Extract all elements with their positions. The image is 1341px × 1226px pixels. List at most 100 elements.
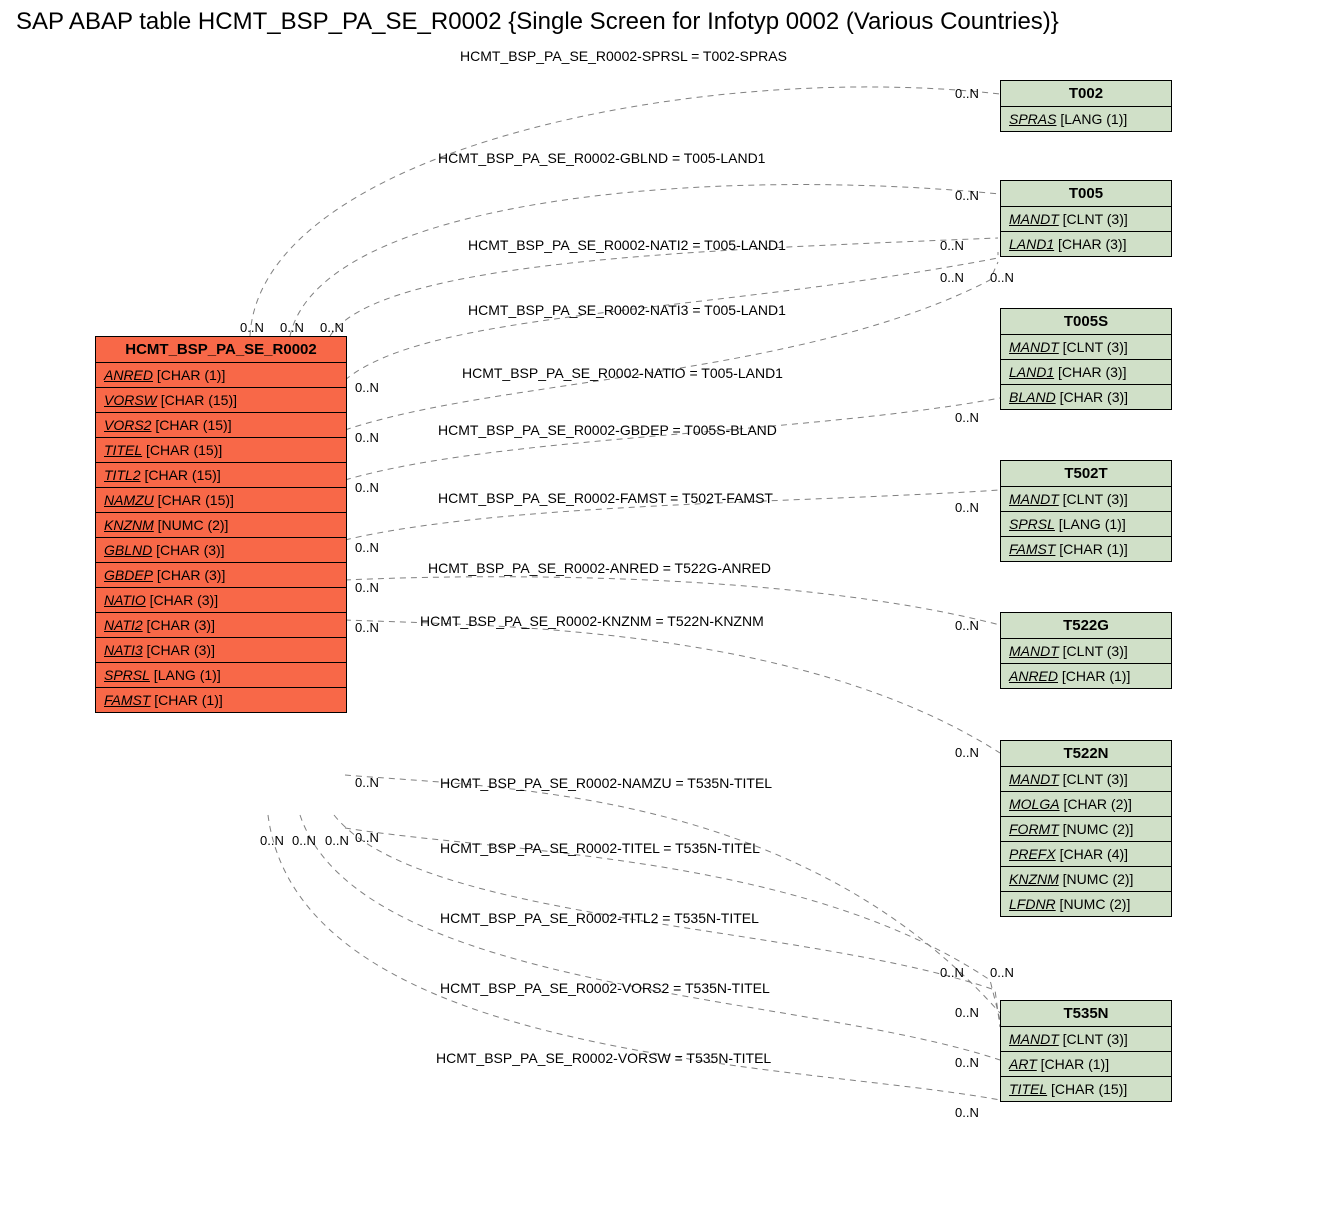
field-name: NATIO bbox=[104, 592, 146, 608]
table-row: GBDEP [CHAR (3)] bbox=[96, 563, 346, 588]
cardinality-tgt: 0..N bbox=[955, 1055, 979, 1070]
table-row: GBLND [CHAR (3)] bbox=[96, 538, 346, 563]
cardinality-src: 0..N bbox=[320, 320, 344, 335]
relation-label: HCMT_BSP_PA_SE_R0002-KNZNM = T522N-KNZNM bbox=[420, 613, 764, 629]
cardinality-src: 0..N bbox=[355, 580, 379, 595]
cardinality-src: 0..N bbox=[355, 480, 379, 495]
table-row: LAND1 [CHAR (3)] bbox=[1001, 232, 1171, 256]
field-name: MANDT bbox=[1009, 491, 1059, 507]
cardinality-src: 0..N bbox=[355, 540, 379, 555]
cardinality-tgt: 0..N bbox=[955, 1105, 979, 1120]
relation-edge bbox=[250, 87, 1000, 336]
table-row: MANDT [CLNT (3)] bbox=[1001, 487, 1171, 512]
cardinality-src: 0..N bbox=[355, 830, 379, 845]
page-title: SAP ABAP table HCMT_BSP_PA_SE_R0002 {Sin… bbox=[16, 8, 1059, 36]
table-row: TITEL [CHAR (15)] bbox=[96, 438, 346, 463]
table-header: T002 bbox=[1001, 81, 1171, 107]
field-name: KNZNM bbox=[104, 517, 154, 533]
table-row: MANDT [CLNT (3)] bbox=[1001, 767, 1171, 792]
table-row: SPRSL [LANG (1)] bbox=[96, 663, 346, 688]
field-name: ART bbox=[1009, 1056, 1037, 1072]
field-name: SPRSL bbox=[1009, 516, 1055, 532]
table-row: FAMST [CHAR (1)] bbox=[96, 688, 346, 712]
relation-edge bbox=[345, 262, 998, 430]
cardinality-tgt: 0..N bbox=[955, 1005, 979, 1020]
cardinality-src: 0..N bbox=[260, 833, 284, 848]
table-row: KNZNM [NUMC (2)] bbox=[96, 513, 346, 538]
cardinality-src: 0..N bbox=[355, 430, 379, 445]
cardinality-tgt: 0..N bbox=[940, 965, 964, 980]
field-name: PREFX bbox=[1009, 846, 1056, 862]
table-row: FAMST [CHAR (1)] bbox=[1001, 537, 1171, 561]
field-name: LAND1 bbox=[1009, 364, 1054, 380]
table-row: MOLGA [CHAR (2)] bbox=[1001, 792, 1171, 817]
table-row: BLAND [CHAR (3)] bbox=[1001, 385, 1171, 409]
table-T522G: T522GMANDT [CLNT (3)]ANRED [CHAR (1)] bbox=[1000, 612, 1172, 689]
field-name: SPRSL bbox=[104, 667, 150, 683]
cardinality-tgt: 0..N bbox=[955, 86, 979, 101]
relation-label: HCMT_BSP_PA_SE_R0002-GBLND = T005-LAND1 bbox=[438, 150, 765, 166]
field-name: KNZNM bbox=[1009, 871, 1059, 887]
table-row: PREFX [CHAR (4)] bbox=[1001, 842, 1171, 867]
cardinality-src: 0..N bbox=[355, 620, 379, 635]
cardinality-tgt: 0..N bbox=[955, 500, 979, 515]
field-name: MANDT bbox=[1009, 643, 1059, 659]
field-name: TITL2 bbox=[104, 467, 141, 483]
relation-label: HCMT_BSP_PA_SE_R0002-VORSW = T535N-TITEL bbox=[436, 1050, 771, 1066]
field-name: MANDT bbox=[1009, 339, 1059, 355]
field-name: LFDNR bbox=[1009, 896, 1056, 912]
cardinality-src: 0..N bbox=[355, 775, 379, 790]
relation-label: HCMT_BSP_PA_SE_R0002-SPRSL = T002-SPRAS bbox=[460, 48, 787, 64]
table-T005S: T005SMANDT [CLNT (3)]LAND1 [CHAR (3)]BLA… bbox=[1000, 308, 1172, 410]
table-HCMT_BSP_PA_SE_R0002: HCMT_BSP_PA_SE_R0002ANRED [CHAR (1)]VORS… bbox=[95, 336, 347, 713]
table-row: LFDNR [NUMC (2)] bbox=[1001, 892, 1171, 916]
field-name: MANDT bbox=[1009, 771, 1059, 787]
table-row: KNZNM [NUMC (2)] bbox=[1001, 867, 1171, 892]
field-name: VORS2 bbox=[104, 417, 151, 433]
table-row: SPRSL [LANG (1)] bbox=[1001, 512, 1171, 537]
cardinality-src: 0..N bbox=[292, 833, 316, 848]
table-row: TITL2 [CHAR (15)] bbox=[96, 463, 346, 488]
table-header: T522G bbox=[1001, 613, 1171, 639]
field-name: BLAND bbox=[1009, 389, 1056, 405]
table-row: MANDT [CLNT (3)] bbox=[1001, 1027, 1171, 1052]
field-name: FAMST bbox=[1009, 541, 1055, 557]
field-name: GBLND bbox=[104, 542, 152, 558]
cardinality-tgt: 0..N bbox=[940, 238, 964, 253]
field-name: FAMST bbox=[104, 692, 150, 708]
field-name: NAMZU bbox=[104, 492, 154, 508]
table-row: NATI2 [CHAR (3)] bbox=[96, 613, 346, 638]
cardinality-tgt: 0..N bbox=[990, 270, 1014, 285]
cardinality-tgt: 0..N bbox=[940, 270, 964, 285]
table-header: T005S bbox=[1001, 309, 1171, 335]
table-T002: T002SPRAS [LANG (1)] bbox=[1000, 80, 1172, 132]
cardinality-tgt: 0..N bbox=[990, 965, 1014, 980]
table-T522N: T522NMANDT [CLNT (3)]MOLGA [CHAR (2)]FOR… bbox=[1000, 740, 1172, 917]
table-T005: T005MANDT [CLNT (3)]LAND1 [CHAR (3)] bbox=[1000, 180, 1172, 257]
relation-edge bbox=[345, 398, 1000, 480]
relation-label: HCMT_BSP_PA_SE_R0002-TITEL = T535N-TITEL bbox=[440, 840, 760, 856]
relation-label: HCMT_BSP_PA_SE_R0002-NATIO = T005-LAND1 bbox=[462, 365, 783, 381]
cardinality-tgt: 0..N bbox=[955, 745, 979, 760]
field-name: SPRAS bbox=[1009, 111, 1056, 127]
field-name: LAND1 bbox=[1009, 236, 1054, 252]
relation-label: HCMT_BSP_PA_SE_R0002-FAMST = T502T-FAMST bbox=[438, 490, 773, 506]
relation-label: HCMT_BSP_PA_SE_R0002-TITL2 = T535N-TITEL bbox=[440, 910, 759, 926]
relation-label: HCMT_BSP_PA_SE_R0002-GBDEP = T005S-BLAND bbox=[438, 422, 777, 438]
cardinality-src: 0..N bbox=[325, 833, 349, 848]
cardinality-src: 0..N bbox=[240, 320, 264, 335]
relation-label: HCMT_BSP_PA_SE_R0002-NAMZU = T535N-TITEL bbox=[440, 775, 772, 791]
table-header: T502T bbox=[1001, 461, 1171, 487]
cardinality-src: 0..N bbox=[280, 320, 304, 335]
table-header: T005 bbox=[1001, 181, 1171, 207]
cardinality-tgt: 0..N bbox=[955, 410, 979, 425]
field-name: FORMT bbox=[1009, 821, 1059, 837]
table-T502T: T502TMANDT [CLNT (3)]SPRSL [LANG (1)]FAM… bbox=[1000, 460, 1172, 562]
relation-label: HCMT_BSP_PA_SE_R0002-ANRED = T522G-ANRED bbox=[428, 560, 771, 576]
field-name: MANDT bbox=[1009, 211, 1059, 227]
table-header: HCMT_BSP_PA_SE_R0002 bbox=[96, 337, 346, 363]
field-name: NATI3 bbox=[104, 642, 143, 658]
relation-label: HCMT_BSP_PA_SE_R0002-NATI2 = T005-LAND1 bbox=[468, 237, 786, 253]
field-name: VORSW bbox=[104, 392, 157, 408]
field-name: MOLGA bbox=[1009, 796, 1060, 812]
